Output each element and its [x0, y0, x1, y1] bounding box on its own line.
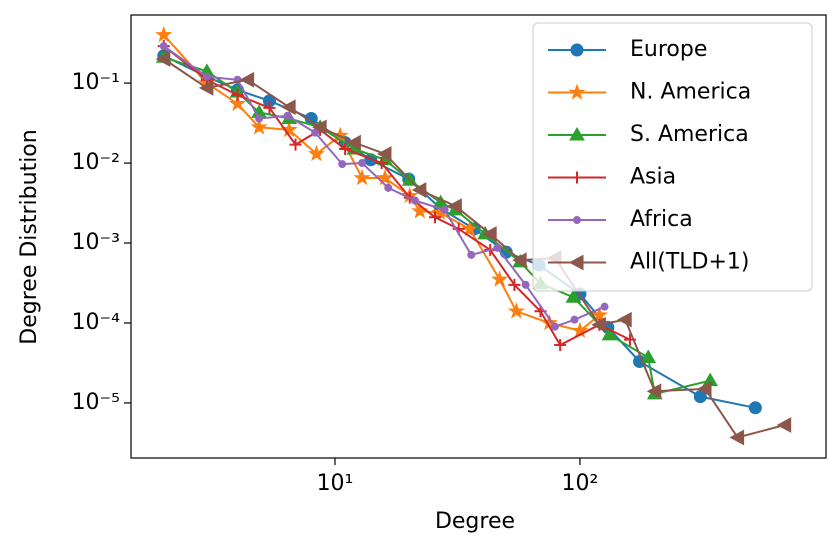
marker — [554, 339, 567, 352]
marker — [493, 243, 502, 252]
marker — [591, 316, 606, 333]
y-axis-label: Degree Distribution — [17, 129, 42, 344]
legend-label: All(TLD+1) — [630, 250, 750, 275]
legend: Europe N. America S. America Asia Africa All(… — [532, 22, 813, 292]
y-tick-label: 10⁻¹ — [72, 70, 120, 95]
marker — [776, 417, 792, 433]
plot-frame — [130, 14, 827, 459]
marker — [239, 71, 255, 88]
marker — [570, 315, 579, 324]
y-tick-label: 10⁻⁴ — [72, 310, 121, 335]
y-tick-label: 10⁻⁵ — [72, 390, 120, 415]
marker — [255, 114, 264, 123]
marker — [384, 183, 393, 192]
marker — [155, 51, 171, 67]
marker — [311, 128, 320, 137]
legend-label: Asia — [630, 165, 676, 190]
marker — [447, 198, 462, 214]
marker — [508, 278, 521, 291]
marker — [307, 144, 326, 162]
marker — [410, 196, 419, 205]
marker — [507, 302, 525, 319]
marker — [696, 381, 712, 397]
legend-label: N. America — [630, 80, 751, 105]
marker — [159, 42, 168, 51]
marker — [570, 43, 584, 57]
marker — [339, 142, 352, 155]
marker — [353, 168, 371, 186]
marker — [467, 250, 476, 259]
marker — [640, 349, 657, 364]
marker — [565, 289, 582, 303]
marker — [550, 322, 559, 331]
marker — [231, 88, 244, 101]
x-tick-label: 10¹ — [317, 471, 354, 496]
marker — [512, 252, 527, 269]
marker — [491, 270, 509, 287]
marker — [338, 160, 347, 169]
legend-label: Europe — [630, 37, 707, 62]
x-tick-label: 10² — [562, 471, 599, 496]
marker — [250, 118, 268, 135]
legend-label: S. America — [630, 122, 749, 147]
marker — [646, 383, 662, 400]
y-tick-label: 10⁻² — [72, 150, 120, 175]
marker — [569, 127, 585, 141]
marker — [573, 216, 581, 224]
marker — [376, 146, 392, 162]
series-line — [163, 58, 785, 439]
marker — [617, 311, 632, 328]
marker — [198, 80, 214, 96]
marker — [358, 159, 367, 168]
marker — [263, 101, 276, 114]
marker — [202, 72, 211, 81]
x-axis-label: Degree — [435, 509, 515, 534]
marker — [376, 168, 394, 186]
marker — [411, 182, 427, 198]
marker — [568, 83, 586, 100]
marker — [590, 306, 608, 323]
marker — [228, 94, 247, 112]
marker — [521, 280, 530, 289]
marker — [155, 25, 173, 43]
marker — [281, 99, 296, 115]
marker — [428, 211, 441, 224]
marker — [568, 254, 584, 271]
marker — [312, 119, 327, 136]
marker — [601, 326, 618, 341]
marker — [729, 429, 745, 446]
marker — [346, 134, 361, 151]
marker — [748, 401, 762, 415]
legend-box — [532, 22, 813, 292]
y-tick-label: 10⁻³ — [72, 230, 120, 255]
series-line — [163, 34, 600, 332]
marker — [375, 157, 388, 170]
marker — [440, 205, 449, 214]
marker — [482, 226, 497, 242]
marker — [289, 138, 302, 151]
marker — [600, 302, 609, 311]
marker — [283, 111, 292, 120]
marker — [571, 171, 583, 184]
legend-label: Africa — [630, 207, 693, 232]
